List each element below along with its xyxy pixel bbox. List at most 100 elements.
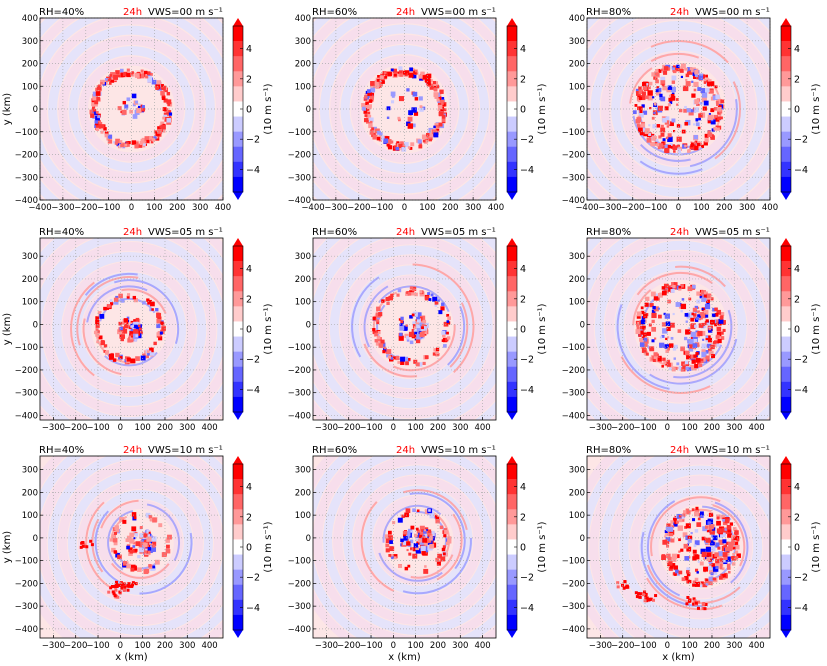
- y-tick-label: −200: [562, 579, 585, 589]
- spiral-band: [639, 160, 703, 175]
- convective-cell: [694, 581, 700, 587]
- convective-cell: [706, 302, 710, 306]
- colorbar-segment: [781, 56, 791, 72]
- convective-cell: [729, 522, 734, 526]
- convective-cell: [411, 292, 415, 296]
- convective-cell: [670, 336, 674, 340]
- convective-cell: [722, 539, 727, 544]
- convective-cell: [151, 308, 154, 311]
- convective-cell: [126, 97, 131, 102]
- convective-cell: [664, 344, 670, 349]
- convective-cell: [376, 306, 381, 312]
- colorbar-extend-top: [507, 456, 517, 464]
- convective-cell: [685, 602, 689, 606]
- convective-cell: [387, 530, 392, 535]
- convective-cell: [685, 523, 691, 529]
- convective-cell: [707, 521, 711, 525]
- convective-cell: [717, 546, 721, 550]
- convective-cell: [696, 606, 700, 610]
- colorbar-segment: [233, 131, 243, 148]
- convective-cell: [424, 77, 430, 83]
- convective-cell: [412, 321, 418, 326]
- convective-cell: [638, 595, 642, 599]
- convective-cell: [422, 537, 428, 543]
- colorbar: 420−2−4(10 m s⁻¹): [780, 238, 822, 420]
- convective-cell: [393, 554, 398, 559]
- convective-cell: [436, 98, 440, 102]
- convective-cell: [399, 325, 405, 331]
- convective-cell: [414, 69, 418, 73]
- convective-cell: [163, 98, 168, 103]
- convective-cell: [398, 143, 403, 149]
- convective-cell: [438, 104, 443, 110]
- spiral-band: [616, 304, 670, 390]
- spiral-band: [121, 288, 167, 315]
- convective-cell: [391, 100, 395, 104]
- convective-cell: [666, 67, 671, 71]
- convective-cell: [162, 116, 166, 120]
- convective-cell: [687, 366, 691, 371]
- convective-cell: [642, 110, 648, 115]
- convective-cell: [422, 536, 426, 539]
- colorbar-segment: [781, 276, 791, 292]
- convective-cell: [645, 95, 649, 99]
- convective-cell: [684, 67, 687, 71]
- convective-cell: [678, 550, 681, 553]
- convective-cell: [423, 568, 429, 574]
- convective-cell: [128, 547, 133, 552]
- convective-cell: [693, 511, 699, 517]
- convective-cell: [730, 556, 734, 559]
- convective-cell: [663, 66, 669, 71]
- convective-cell: [698, 75, 704, 81]
- convective-cell: [664, 147, 670, 153]
- colorbar-segment: [233, 381, 243, 398]
- convective-cell: [680, 284, 684, 288]
- x-tick-label: 200: [157, 641, 173, 651]
- convective-cell: [147, 551, 151, 554]
- convective-cell: [661, 322, 667, 327]
- convective-cell: [701, 96, 707, 103]
- convective-cell: [413, 111, 419, 116]
- colorbar-segment: [507, 351, 517, 368]
- colorbar-segment: [781, 306, 791, 322]
- convective-cell: [406, 548, 409, 552]
- wave-ring: [42, 241, 217, 417]
- spiral-band: [76, 276, 139, 346]
- colorbar-tick-label: −4: [246, 385, 260, 396]
- convective-cell: [405, 508, 411, 514]
- convective-cell: [140, 355, 146, 361]
- y-tick-label: 300: [22, 466, 38, 476]
- convective-cell: [146, 529, 150, 534]
- convective-cell: [701, 92, 708, 98]
- convective-cell: [684, 105, 687, 109]
- convective-cell: [104, 131, 109, 136]
- x-tick-label: 200: [704, 641, 720, 651]
- convective-cell: [414, 292, 418, 297]
- convective-cell: [638, 86, 642, 90]
- colorbar-label: (10 m s⁻¹): [811, 303, 822, 354]
- colorbar-segment: [507, 161, 517, 178]
- y-tick-label: 200: [569, 275, 585, 285]
- convective-cell: [660, 127, 666, 133]
- colorbar-segment: [507, 464, 517, 480]
- colorbar-segment: [507, 381, 517, 398]
- wave-ring: [329, 245, 493, 409]
- panel-rh-label: RH=60%: [312, 445, 357, 456]
- convective-cell: [165, 538, 170, 543]
- convective-cell: [161, 552, 167, 558]
- convective-cell: [146, 536, 152, 542]
- convective-cell: [397, 73, 401, 77]
- colorbar-segment: [507, 131, 517, 148]
- convective-cell: [424, 510, 429, 515]
- convective-cell: [441, 302, 445, 306]
- convective-cell: [401, 514, 405, 518]
- convective-cell: [147, 547, 152, 551]
- convective-cell: [152, 566, 156, 571]
- spiral-band: [410, 554, 454, 579]
- convective-cell: [642, 85, 647, 91]
- convective-cell: [405, 361, 409, 366]
- convective-cell: [686, 71, 690, 75]
- y-tick-label: 100: [22, 511, 38, 521]
- spiral-band: [409, 492, 466, 570]
- convective-cell: [652, 124, 657, 129]
